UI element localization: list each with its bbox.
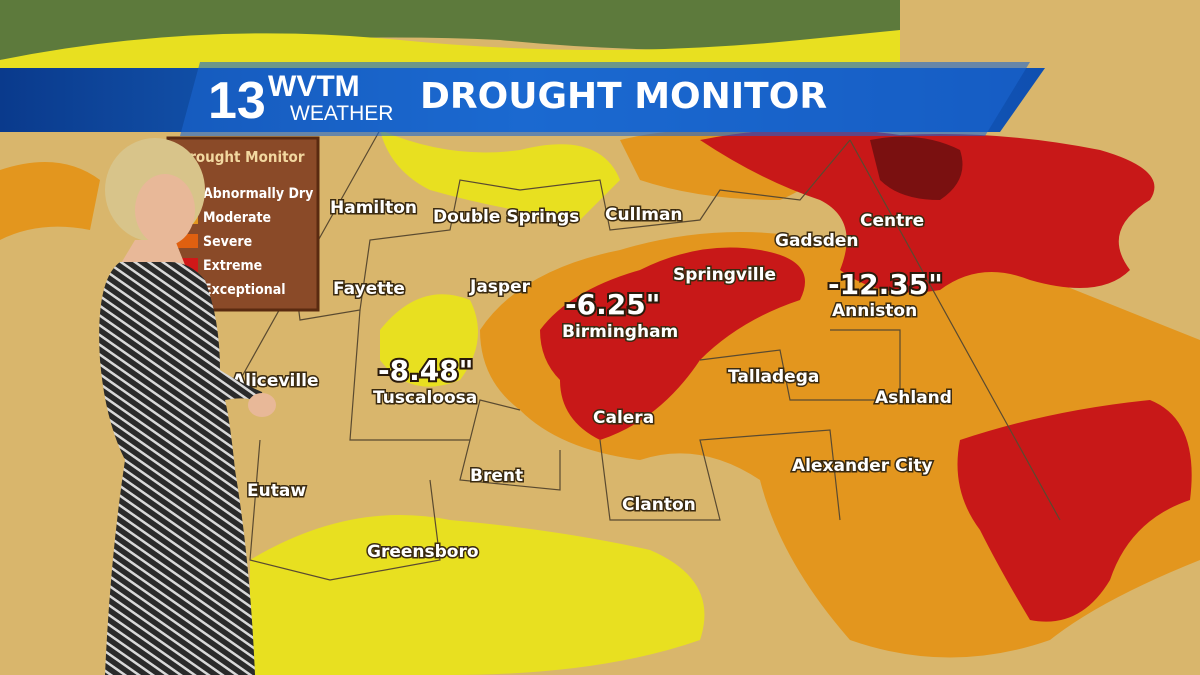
city-label: Alexander City	[792, 456, 933, 476]
legend-item: Moderate	[203, 210, 271, 226]
city-label: Double Springs	[433, 207, 579, 227]
logo-call: WVTM	[268, 70, 360, 103]
dry-zone	[380, 130, 620, 220]
city-label: Brent	[470, 466, 523, 486]
terrain	[0, 0, 900, 60]
deficit-label: -8.48"	[378, 354, 473, 387]
dry-zone	[250, 515, 705, 675]
city-label: Jasper	[469, 277, 531, 297]
city-label: Hamilton	[330, 198, 417, 218]
city-labels: Hamilton Double Springs Cullman Centre G…	[231, 197, 954, 564]
dry-zone	[0, 30, 900, 70]
logo-number: 13	[208, 72, 266, 130]
city-label: Fayette	[333, 279, 405, 299]
city-label: Aliceville	[232, 371, 319, 391]
city-label: Greensboro	[367, 542, 479, 562]
city-label: Cullman	[605, 205, 683, 225]
city-label: Calera	[593, 408, 654, 428]
city-label: Eutaw	[247, 481, 306, 501]
deficit-label: -12.35"	[828, 268, 943, 301]
legend-item: Extreme	[203, 258, 262, 274]
city-label: Springville	[673, 265, 776, 285]
city-label: Birmingham	[562, 322, 678, 342]
city-label: Gadsden	[775, 231, 859, 251]
extreme-zone	[957, 400, 1192, 622]
extreme-zone	[700, 128, 1155, 293]
title-banner: 13 WVTM WEATHER DROUGHT MONITOR	[0, 62, 1045, 136]
city-label: Tuscaloosa	[373, 388, 477, 408]
city-label: Anniston	[832, 301, 917, 321]
presenter	[99, 138, 276, 675]
legend-item: Abnormally Dry	[203, 186, 313, 202]
city-label: Ashland	[875, 388, 952, 408]
extreme-zone	[540, 247, 805, 440]
legend-item: Exceptional	[203, 282, 286, 298]
deficit-label: -6.25"	[565, 288, 660, 321]
moderate-zone	[0, 162, 100, 240]
city-label: Centre	[860, 211, 924, 231]
dry-zone	[380, 294, 478, 387]
banner-title: DROUGHT MONITOR	[420, 76, 827, 117]
legend-title: Drought Monitor	[178, 148, 305, 166]
city-label: Talladega	[728, 367, 819, 387]
city-label: Clanton	[622, 495, 696, 515]
exceptional-zone	[870, 136, 963, 200]
logo-sub: WEATHER	[290, 102, 393, 125]
legend-item: Severe	[203, 234, 252, 250]
